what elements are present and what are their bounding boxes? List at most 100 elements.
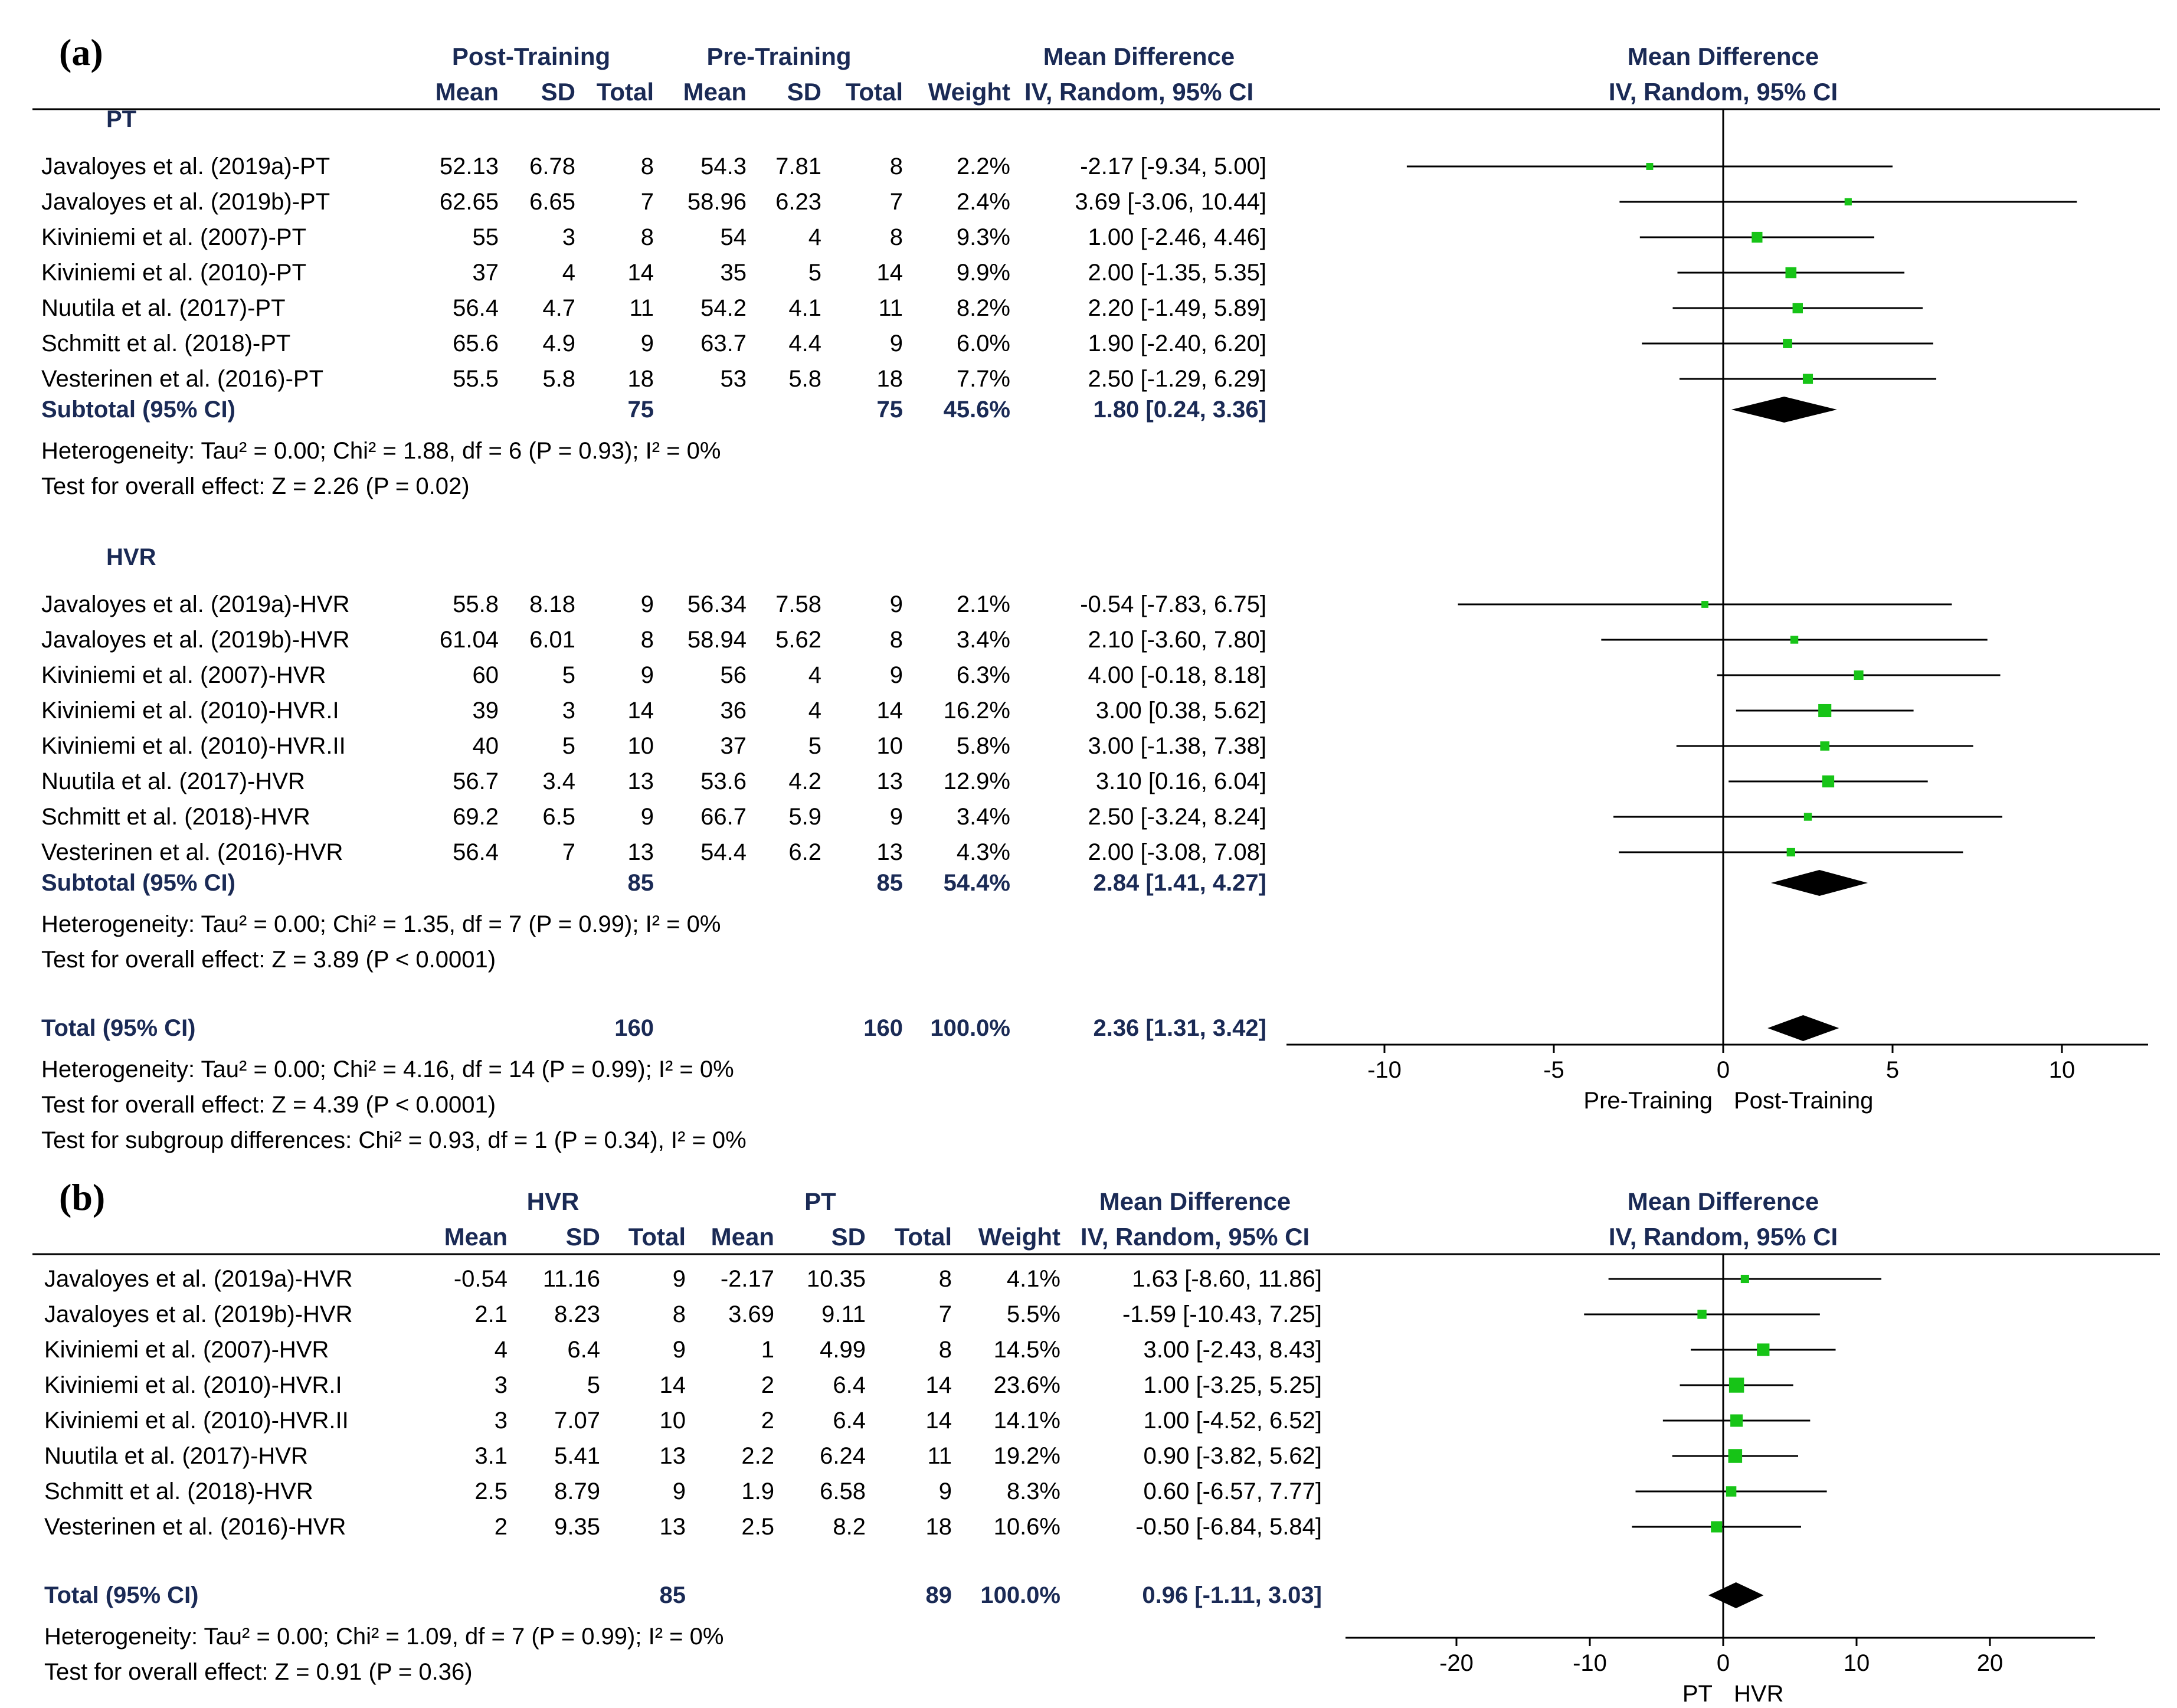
sd-value: 5.8 xyxy=(788,366,821,392)
panel-label: (a) xyxy=(59,31,103,73)
total-value: 8 xyxy=(673,1301,686,1327)
mean-value: 55 xyxy=(473,224,499,250)
total-value: 9 xyxy=(890,662,903,688)
ci-value: -1.59 [-10.43, 7.25] xyxy=(1122,1301,1322,1327)
study-name: Javaloyes et al. (2019b)-PT xyxy=(41,189,330,215)
weight-value: 9.9% xyxy=(957,260,1010,286)
sd-value: 6.4 xyxy=(833,1408,866,1434)
total-value: 14 xyxy=(660,1372,686,1398)
ci-value: 2.20 [-1.49, 5.89] xyxy=(1088,295,1266,321)
weight-value: 5.8% xyxy=(957,733,1010,759)
sd-value: 5.41 xyxy=(554,1443,600,1469)
sd-value: 7 xyxy=(562,839,575,865)
total-value: 8 xyxy=(939,1266,952,1292)
total-value: 14 xyxy=(877,260,903,286)
total-col-header: Total xyxy=(628,1223,686,1251)
mean-value: 69.2 xyxy=(453,804,499,830)
subtotal-total-2: 75 xyxy=(877,397,903,423)
weight-value: 14.1% xyxy=(994,1408,1060,1434)
weight-value: 8.2% xyxy=(957,295,1010,321)
total-value: 13 xyxy=(877,839,903,865)
subtotal-ci: 2.84 [1.41, 4.27] xyxy=(1093,870,1266,896)
footer-text: Heterogeneity: Tau² = 0.00; Chi² = 1.09,… xyxy=(44,1624,724,1650)
weight-value: 9.3% xyxy=(957,224,1010,250)
mean-difference-header: Mean Difference xyxy=(1043,42,1235,70)
subtotal-total-2: 85 xyxy=(877,870,903,896)
mean-value: 58.94 xyxy=(688,627,747,653)
total-value: 8 xyxy=(890,627,903,653)
ci-value: 3.69 [-3.06, 10.44] xyxy=(1075,189,1266,215)
mean-value: 36 xyxy=(721,698,747,724)
sd-value: 4.1 xyxy=(788,295,821,321)
mean-value: 37 xyxy=(721,733,747,759)
total-col-header: Total xyxy=(895,1223,952,1251)
weight-value: 16.2% xyxy=(944,698,1010,724)
ci-value: 3.10 [0.16, 6.04] xyxy=(1096,768,1266,794)
mean-value: 2.1 xyxy=(474,1301,508,1327)
footer-text: Test for overall effect: Z = 4.39 (P < 0… xyxy=(41,1092,496,1118)
point-estimate xyxy=(1785,267,1797,279)
x-tick-label: -20 xyxy=(1439,1650,1474,1676)
mean-value: 4 xyxy=(495,1337,508,1363)
sd-value: 7.81 xyxy=(775,153,821,179)
sd-value: 7.07 xyxy=(554,1408,600,1434)
favours-right-label: Post-Training xyxy=(1734,1088,1873,1114)
mean-difference-header: Mean Difference xyxy=(1099,1187,1291,1215)
mean-value: 3.69 xyxy=(728,1301,774,1327)
favours-left-label: Pre-Training xyxy=(1583,1088,1713,1114)
sd-value: 11.16 xyxy=(543,1266,600,1292)
weight-value: 2.4% xyxy=(957,189,1010,215)
study-name: Kiviniemi et al. (2007)-HVR xyxy=(44,1337,329,1363)
mean-value: 55.8 xyxy=(453,591,499,617)
mean-value: 2.2 xyxy=(741,1443,774,1469)
ci-value: -0.54 [-7.83, 6.75] xyxy=(1080,591,1266,617)
total-value: 8 xyxy=(641,627,654,653)
study-name: Kiviniemi et al. (2010)-HVR.II xyxy=(41,733,346,759)
total-value: 9 xyxy=(641,331,654,356)
sd-value: 5.62 xyxy=(775,627,821,653)
plot-mean-difference-header: Mean Difference xyxy=(1628,42,1819,70)
total-value: 13 xyxy=(877,768,903,794)
weight-value: 6.0% xyxy=(957,331,1010,356)
total-total-1: 160 xyxy=(614,1015,654,1041)
plot-method-header: IV, Random, 95% CI xyxy=(1609,78,1838,106)
total-value: 9 xyxy=(939,1478,952,1504)
sd-value: 7.58 xyxy=(775,591,821,617)
panel-a: (a) Post-Training Pre-Training Mean Differe… xyxy=(32,31,2160,1153)
subgroup-heading: PT xyxy=(106,106,136,132)
sd-col-header: SD xyxy=(831,1223,866,1251)
mean-value: -2.17 xyxy=(721,1266,774,1292)
point-estimate xyxy=(1792,303,1803,313)
total-value: 11 xyxy=(927,1443,952,1469)
sd-value: 4 xyxy=(808,698,821,724)
group1-header: Post-Training xyxy=(452,42,610,70)
total-value: 9 xyxy=(673,1266,686,1292)
total-value: 11 xyxy=(878,295,903,321)
point-estimate xyxy=(1854,670,1864,680)
x-tick-label: -5 xyxy=(1543,1057,1564,1083)
sd-value: 6.58 xyxy=(820,1478,866,1504)
panel-b: (b) HVR PT Mean Difference Mean Difference Me… xyxy=(32,1176,2160,1707)
study-name: Kiviniemi et al. (2010)-PT xyxy=(41,260,306,286)
mean-value: 61.04 xyxy=(440,627,499,653)
x-tick-label: 10 xyxy=(2049,1057,2075,1083)
subtotal-label: Subtotal (95% CI) xyxy=(41,870,235,896)
total-value: 7 xyxy=(939,1301,952,1327)
weight-value: 6.3% xyxy=(957,662,1010,688)
mean-value: 54.3 xyxy=(700,153,747,179)
total-total-2: 89 xyxy=(926,1582,952,1608)
total-label: Total (95% CI) xyxy=(41,1015,196,1041)
mean-value: 2 xyxy=(495,1514,508,1540)
ci-value: 1.90 [-2.40, 6.20] xyxy=(1088,331,1266,356)
footer-text: Heterogeneity: Tau² = 0.00; Chi² = 4.16,… xyxy=(41,1056,734,1082)
subtotal-total-1: 75 xyxy=(628,397,654,423)
study-name: Nuutila et al. (2017)-HVR xyxy=(41,768,305,794)
total-value: 14 xyxy=(628,260,654,286)
mean-col-header: Mean xyxy=(711,1223,774,1251)
sd-value: 10.35 xyxy=(807,1266,866,1292)
total-value: 8 xyxy=(890,224,903,250)
total-total-2: 160 xyxy=(863,1015,903,1041)
mean-value: 2 xyxy=(761,1408,774,1434)
method-header: IV, Random, 95% CI xyxy=(1081,1223,1310,1251)
total-value: 8 xyxy=(939,1337,952,1363)
